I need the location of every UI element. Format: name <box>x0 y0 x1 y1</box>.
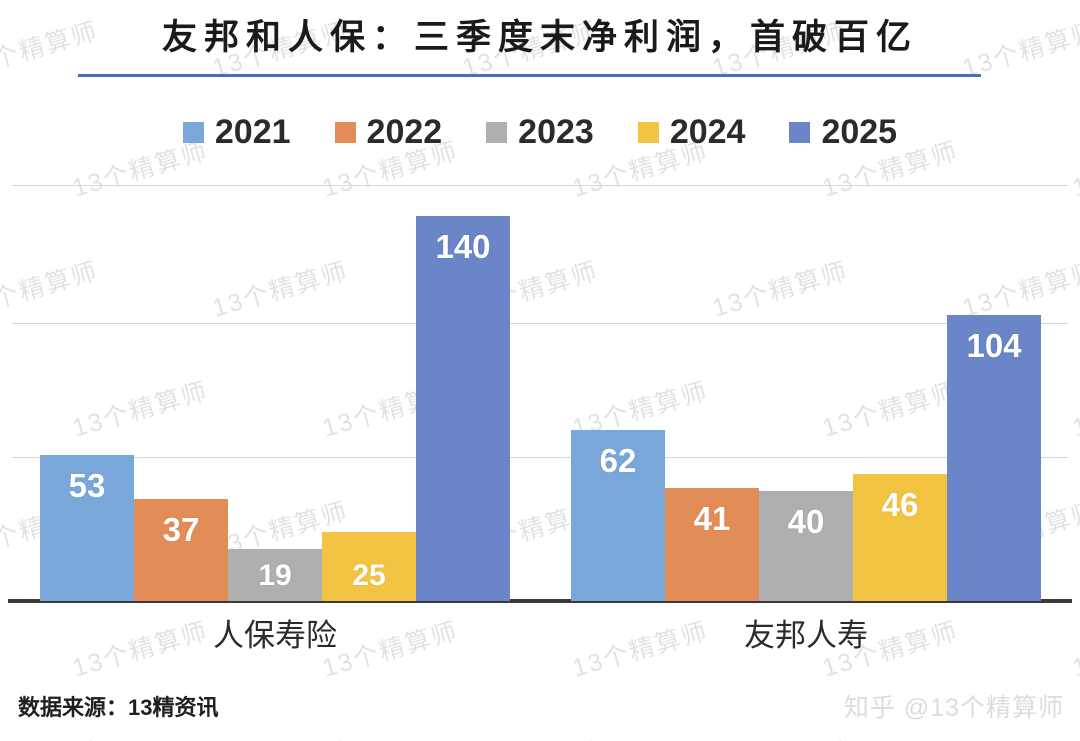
bar-value-label: 37 <box>162 511 200 548</box>
title-underline-rule <box>78 74 981 77</box>
bar-友邦人寿-2021[interactable]: 62 <box>571 430 665 601</box>
x-axis-category-label: 人保寿险 <box>213 618 337 653</box>
legend-item-2025[interactable]: 2025 <box>789 115 897 149</box>
bar-友邦人寿-2024[interactable]: 46 <box>853 474 947 601</box>
bar-人保寿险-2024[interactable]: 25 <box>322 532 416 601</box>
bar-友邦人寿-2022[interactable]: 41 <box>665 488 759 601</box>
x-axis-baseline <box>8 599 1072 603</box>
bar-人保寿险-2025[interactable]: 140 <box>416 216 510 601</box>
legend-swatch-icon <box>334 121 356 143</box>
bar-友邦人寿-2025[interactable]: 104 <box>947 315 1041 601</box>
chart-legend: 2021 2022 2023 2024 2025 <box>0 115 1080 149</box>
gridline <box>12 457 1068 458</box>
legend-item-2024[interactable]: 2024 <box>637 113 746 151</box>
source-note: 数据来源：13精资讯 <box>18 695 219 720</box>
legend-label: 2025 <box>821 113 898 151</box>
gridline <box>12 185 1068 186</box>
legend-item-2021[interactable]: 2021 <box>182 113 291 151</box>
gridline <box>12 323 1068 324</box>
bar-value-label: 41 <box>693 500 731 537</box>
bar-友邦人寿-2023[interactable]: 40 <box>759 491 853 601</box>
legend-swatch-icon <box>486 121 508 143</box>
legend-label: 2023 <box>518 113 594 151</box>
legend-label: 2021 <box>214 113 291 151</box>
bar-人保寿险-2023[interactable]: 19 <box>228 549 322 601</box>
bar-人保寿险-2021[interactable]: 53 <box>40 455 134 601</box>
bar-人保寿险-2022[interactable]: 37 <box>134 499 228 601</box>
page-title: 友邦和人保：三季度末净利润，首破百亿 <box>161 18 918 57</box>
legend-item-2022[interactable]: 2022 <box>334 113 443 151</box>
legend-swatch-icon <box>789 121 811 143</box>
bar-value-label: 53 <box>68 467 106 504</box>
bar-value-label: 140 <box>435 228 491 265</box>
bar-value-label: 104 <box>966 327 1022 364</box>
legend-swatch-icon <box>637 121 659 143</box>
bar-value-label: 40 <box>787 503 825 540</box>
legend-swatch-icon <box>182 121 204 143</box>
zhihu-credit-watermark: 知乎 @13个精算师 <box>843 694 1064 722</box>
bar-value-label: 46 <box>881 486 919 523</box>
legend-label: 2022 <box>366 113 443 151</box>
bar-value-label: 25 <box>352 559 386 592</box>
title-block: 友邦和人保：三季度末净利润，首破百亿 <box>0 8 1080 68</box>
bar-value-label: 62 <box>599 442 637 479</box>
legend-label: 2024 <box>669 113 746 151</box>
bar-value-label: 19 <box>258 559 292 592</box>
legend-item-2023[interactable]: 2023 <box>486 115 594 149</box>
x-axis-category-label: 友邦人寿 <box>744 618 868 653</box>
